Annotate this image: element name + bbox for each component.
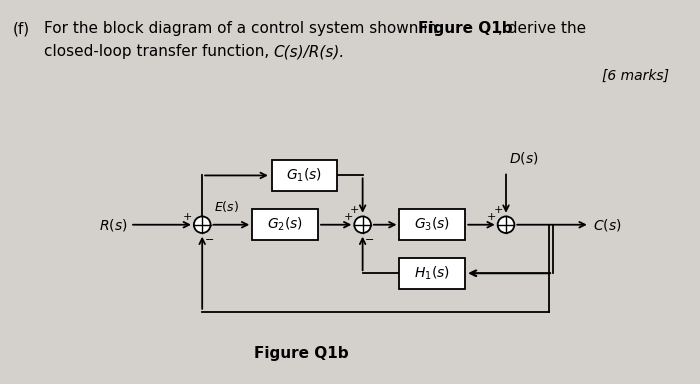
Bar (400, 209, 466, 240)
Bar (400, 258, 466, 289)
Text: +: + (350, 205, 360, 215)
Text: $C(s)$: $C(s)$ (593, 217, 622, 233)
Text: $D(s)$: $D(s)$ (509, 150, 538, 166)
Bar (272, 160, 337, 191)
Text: closed-loop transfer function,: closed-loop transfer function, (44, 44, 274, 59)
Text: C(s)/R(s).: C(s)/R(s). (273, 44, 344, 59)
Text: −: − (365, 235, 374, 245)
Text: $E(s)$: $E(s)$ (214, 199, 239, 214)
Text: Figure Q1b: Figure Q1b (253, 346, 349, 361)
Text: $R(s)$: $R(s)$ (99, 217, 128, 233)
Text: (f): (f) (13, 21, 29, 36)
Text: Figure Q1b: Figure Q1b (418, 21, 512, 36)
Text: , derive the: , derive the (498, 21, 587, 36)
Text: −: − (204, 235, 214, 245)
Bar (252, 209, 318, 240)
Circle shape (194, 217, 211, 233)
Text: [6 marks]: [6 marks] (602, 69, 669, 83)
Text: $G_2(s)$: $G_2(s)$ (267, 216, 303, 233)
Circle shape (354, 217, 371, 233)
Text: $G_1(s)$: $G_1(s)$ (286, 167, 323, 184)
Text: For the block diagram of a control system shown in: For the block diagram of a control syste… (44, 21, 442, 36)
Text: +: + (486, 212, 496, 222)
Text: $H_1(s)$: $H_1(s)$ (414, 265, 450, 282)
Text: +: + (494, 205, 503, 215)
Circle shape (498, 217, 514, 233)
Text: +: + (344, 212, 353, 222)
Text: $G_3(s)$: $G_3(s)$ (414, 216, 451, 233)
Text: +: + (183, 212, 193, 222)
